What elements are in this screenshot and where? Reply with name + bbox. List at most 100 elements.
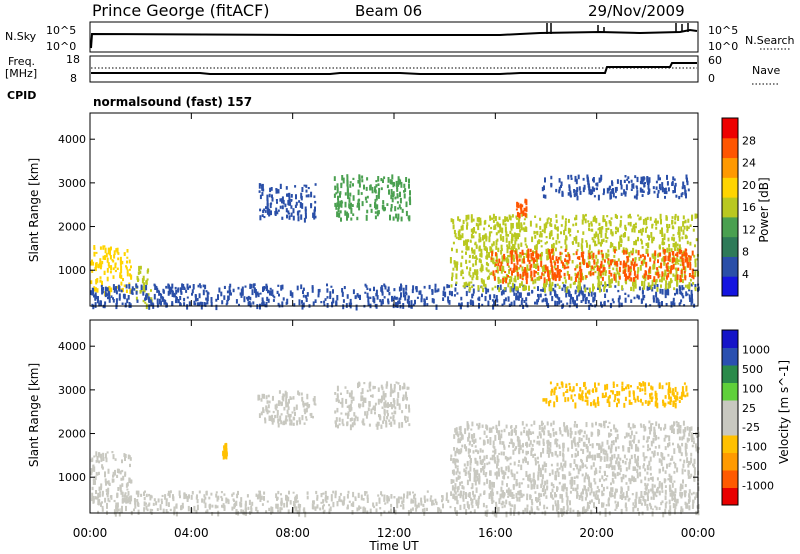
data-cell (125, 289, 128, 293)
data-cell (196, 298, 199, 302)
data-cell (342, 500, 345, 505)
data-cell (649, 472, 652, 476)
data-cell (595, 261, 598, 267)
data-cell (294, 185, 297, 188)
data-cell (657, 271, 660, 277)
data-cell (301, 300, 303, 304)
data-cell (611, 440, 613, 444)
data-cell (529, 220, 532, 227)
data-cell (539, 467, 542, 473)
data-cell (281, 284, 284, 290)
data-cell (538, 239, 541, 244)
data-cell (558, 273, 561, 278)
data-cell (100, 483, 103, 489)
data-cell (261, 183, 264, 190)
data-cell (607, 249, 610, 253)
data-cell (476, 460, 479, 465)
data-cell (236, 493, 239, 499)
data-cell (522, 478, 525, 481)
data-cell (459, 425, 462, 432)
data-cell (693, 470, 696, 476)
data-cell (396, 402, 399, 406)
data-cell (674, 275, 677, 281)
data-cell (348, 203, 351, 207)
data-cell (354, 415, 357, 419)
data-cell (678, 400, 681, 403)
data-cell (651, 511, 654, 517)
data-cell (93, 251, 96, 256)
data-cell (340, 392, 342, 395)
data-cell (651, 423, 654, 425)
data-cell (456, 460, 459, 463)
data-cell (198, 302, 201, 307)
data-cell (364, 283, 367, 287)
data-cell (599, 271, 602, 276)
data-cell (460, 296, 463, 301)
data-cell (95, 251, 98, 254)
data-cell (618, 472, 621, 476)
data-cell (624, 461, 627, 465)
data-cell (471, 437, 474, 443)
data-cell (414, 497, 417, 503)
data-cell (312, 415, 314, 419)
data-cell (572, 438, 575, 443)
data-cell (518, 258, 521, 262)
data-cell (655, 291, 658, 298)
data-cell (665, 263, 668, 269)
data-cell (474, 449, 477, 452)
data-cell (171, 302, 174, 306)
data-cell (195, 496, 198, 500)
data-cell (588, 437, 590, 444)
data-cell (122, 475, 125, 481)
data-cell (584, 386, 587, 390)
data-cell (400, 285, 403, 290)
data-cell (561, 494, 563, 499)
data-cell (534, 263, 537, 266)
data-cell (669, 282, 672, 288)
data-cell (495, 501, 498, 505)
data-cell (377, 494, 380, 497)
data-cell (173, 293, 176, 298)
data-cell (496, 269, 499, 274)
data-cell (651, 237, 654, 242)
data-cell (534, 259, 537, 262)
data-cell (489, 457, 492, 461)
data-cell (622, 249, 625, 255)
data-cell (129, 288, 132, 294)
data-cell (371, 190, 374, 194)
data-cell (320, 501, 323, 504)
data-cell (510, 469, 513, 475)
data-cell (509, 462, 512, 466)
data-cell (137, 509, 140, 515)
data-cell (486, 509, 489, 512)
data-cell (506, 262, 509, 266)
data-cell (648, 235, 650, 241)
data-cell (453, 447, 456, 451)
data-cell (483, 430, 486, 435)
data-cell (173, 509, 176, 516)
data-cell (471, 434, 473, 439)
data-cell (264, 417, 266, 421)
data-cell (272, 410, 275, 414)
data-cell (500, 433, 503, 439)
data-cell (356, 202, 359, 206)
data-cell (638, 465, 641, 470)
data-cell (143, 507, 146, 512)
data-cell (663, 234, 666, 241)
data-cell (536, 277, 539, 281)
data-cell (664, 434, 667, 439)
data-cell (657, 189, 660, 194)
data-cell (454, 428, 457, 433)
data-cell (123, 284, 126, 288)
data-cell (667, 187, 670, 192)
data-cell (689, 255, 692, 261)
data-cell (469, 475, 471, 482)
data-cell (237, 490, 239, 495)
data-cell (671, 220, 674, 224)
data-cell (104, 286, 107, 291)
data-cell (399, 179, 402, 185)
data-cell (680, 278, 682, 283)
data-cell (615, 186, 618, 192)
freq-tick-bottom: 8 (70, 72, 77, 85)
data-cell (661, 490, 664, 493)
